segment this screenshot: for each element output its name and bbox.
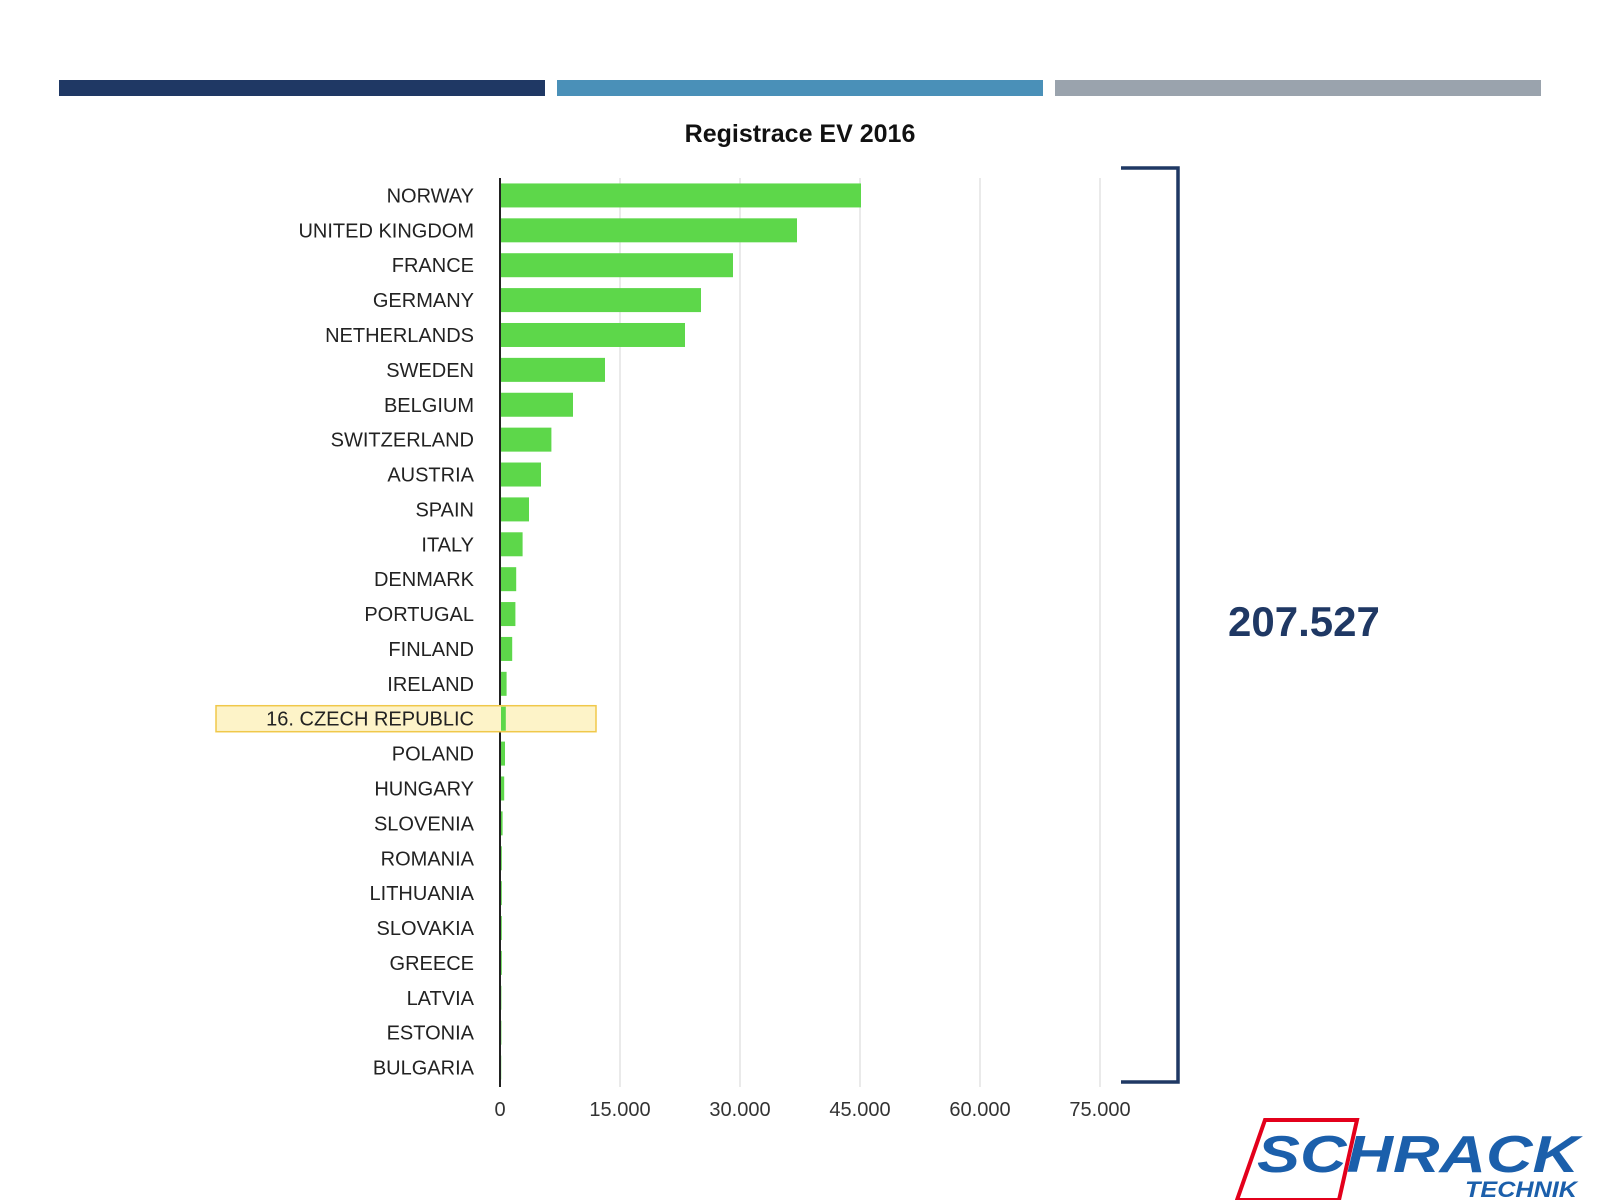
bar [501,811,503,836]
bar [501,776,505,801]
category-label: LATVIA [407,988,475,1010]
bar [501,671,507,696]
category-label: SWITZERLAND [331,430,474,452]
bar [501,532,523,557]
bar [501,357,605,382]
bar [501,462,541,487]
category-label: DENMARK [374,569,475,591]
grid-lines [499,178,1101,1087]
chart-title: Registrace EV 2016 [684,120,916,148]
logo-brand-text: SCHRACK [1257,1126,1583,1184]
bar [501,567,517,592]
bar [501,881,502,906]
bar [501,916,502,941]
bar [501,392,573,417]
category-label: SPAIN [415,499,474,521]
highlight-rect [215,704,597,733]
category-label: GREECE [390,953,474,975]
total-registrations-value: 207.527 [1228,598,1380,645]
header-stripe-blue [557,80,1043,96]
category-label: NORWAY [387,185,474,207]
x-tick-label: 75.000 [1069,1099,1130,1121]
category-label: FINLAND [388,639,474,661]
category-label: GERMANY [373,290,474,312]
x-tick-label: 30.000 [709,1099,770,1121]
bar [501,288,701,313]
category-label: AUSTRIA [387,465,474,487]
bar [501,253,733,278]
category-labels: NORWAY UNITED KINGDOM FRANCE GERMANY NETHERL… [266,185,475,1079]
category-label: IRELAND [387,674,474,696]
category-label: SLOVENIA [374,813,475,835]
bar [501,846,502,871]
category-label: NETHERLANDS [325,325,474,347]
bar [501,706,506,731]
bar [501,497,529,522]
x-tick-label: 0 [494,1099,505,1121]
category-label: SLOVAKIA [377,918,475,940]
bar [501,183,861,208]
category-label: POLAND [392,744,474,766]
category-label: ROMANIA [381,848,475,870]
x-tick-labels: 0 15.000 30.000 45.000 60.000 75.000 [494,1099,1130,1121]
bar [501,218,797,243]
x-tick-label: 15.000 [589,1099,650,1121]
category-label: ITALY [421,534,474,556]
category-label: PORTUGAL [364,604,474,626]
bar [501,950,502,975]
category-label: LITHUANIA [370,883,475,905]
bar [501,741,505,766]
category-label: BULGARIA [373,1058,475,1080]
x-tick-label: 45.000 [829,1099,890,1121]
header-stripe-gray [1055,80,1541,96]
logo-sub-text: TECHNIK [1465,1177,1579,1200]
bar [501,636,513,661]
category-label: ESTONIA [387,1023,475,1045]
bar [501,322,685,347]
bar [501,602,516,627]
x-tick-label: 60.000 [949,1099,1010,1121]
category-label: HUNGARY [374,778,474,800]
schrack-technik-logo: SCHRACK TECHNIK [1235,1118,1583,1200]
category-label: UNITED KINGDOM [298,220,474,242]
category-label: FRANCE [392,255,474,277]
category-label: BELGIUM [384,395,474,417]
highlight-box [215,704,597,733]
logo-outline [1235,1118,1360,1200]
category-label-highlighted: 16. CZECH REPUBLIC [266,709,474,731]
bars [501,183,861,1080]
total-bracket [1121,166,1180,1084]
category-label: SWEDEN [386,360,474,382]
bar [501,427,552,452]
header-stripe-dark [59,80,545,96]
